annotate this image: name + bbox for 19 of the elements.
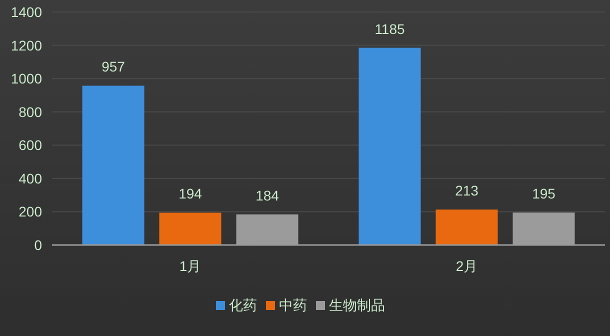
data-label: 213 (455, 182, 479, 199)
legend-label: 化药 (229, 297, 257, 313)
y-tick-label: 1400 (10, 4, 42, 20)
y-tick-label: 400 (18, 170, 42, 186)
legend-label: 生物制品 (329, 297, 385, 313)
y-tick-label: 0 (34, 237, 42, 253)
y-tick-label: 200 (18, 204, 42, 220)
legend-label: 中药 (279, 297, 307, 313)
data-label: 957 (102, 58, 126, 75)
y-tick-label: 1200 (10, 37, 42, 54)
data-label: 184 (256, 187, 280, 204)
y-tick-label: 600 (18, 137, 42, 154)
data-label: 1185 (374, 20, 406, 37)
y-tick-label: 800 (18, 104, 42, 120)
data-label: 195 (532, 186, 556, 202)
x-tick-label: 1月 (179, 258, 202, 274)
x-tick-label: 2月 (456, 258, 478, 274)
data-label: 194 (178, 186, 202, 202)
y-tick-label: 1000 (10, 70, 42, 87)
